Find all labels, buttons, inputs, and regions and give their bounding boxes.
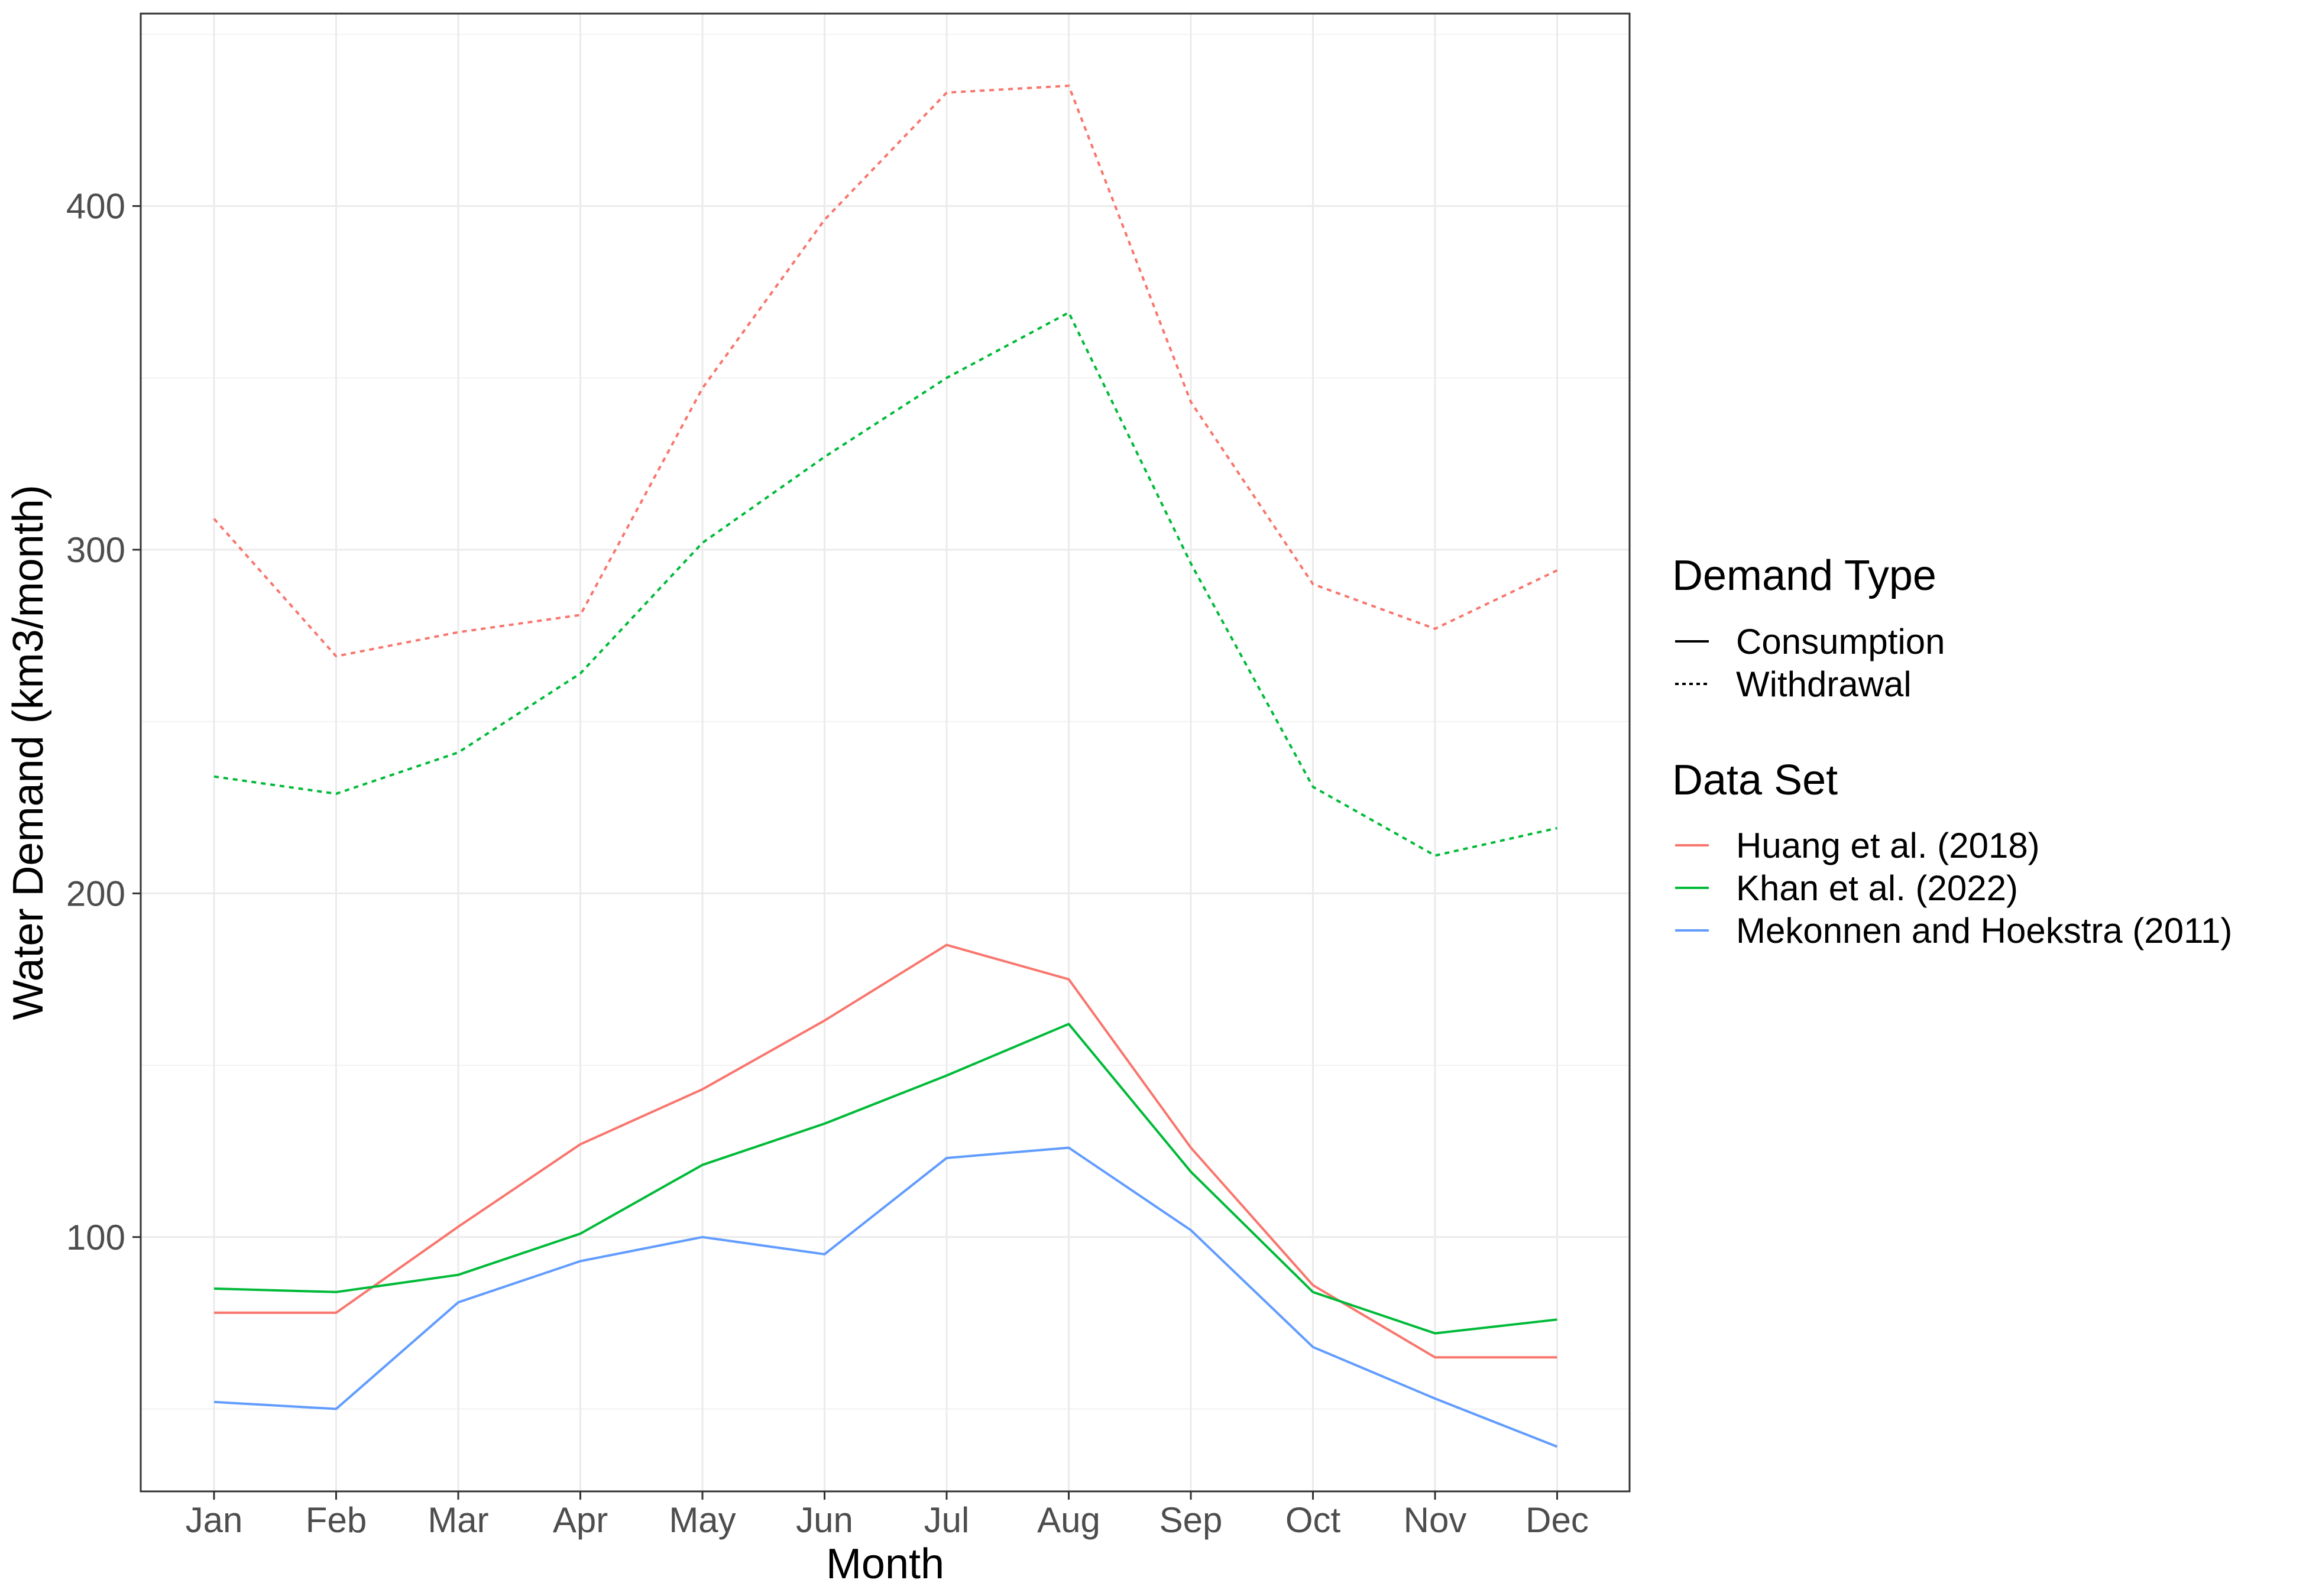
x-tick-label: Mar <box>427 1500 488 1540</box>
series-line-huang-consumption <box>214 943 1557 1359</box>
y-tick-label: 300 <box>66 530 125 570</box>
x-tick-label: Jun <box>796 1500 853 1540</box>
legend-label-withdrawal: Withdrawal <box>1736 664 1912 704</box>
x-tick-label: Nov <box>1404 1500 1467 1540</box>
x-axis-title: Month <box>826 1540 944 1588</box>
y-axis-title: Water Demand (km3/month) <box>5 485 52 1020</box>
x-tick-label: May <box>669 1500 736 1540</box>
x-tick-label: Aug <box>1037 1500 1100 1540</box>
y-tick-label: 200 <box>66 874 125 913</box>
x-tick-label: Jan <box>186 1500 243 1540</box>
y-axis: 100 200 300 400 <box>66 187 141 1257</box>
x-tick-label: Sep <box>1160 1500 1223 1540</box>
legend-label-huang: Huang et al. (2018) <box>1736 826 2040 865</box>
y-tick-label: 100 <box>66 1218 125 1257</box>
series-line-huang-withdrawal <box>213 85 1558 658</box>
series-line-khan-withdrawal <box>213 311 1557 857</box>
plot-panel-border <box>140 12 1631 1493</box>
legend-title-demand-type: Demand Type <box>1672 552 1936 599</box>
series-line-mekonnen-consumption <box>213 1146 1558 1448</box>
legend-label-consumption: Consumption <box>1736 622 1945 661</box>
x-tick-label: Jul <box>924 1500 970 1540</box>
gridlines <box>141 14 1630 1491</box>
legend-label-khan: Khan et al. (2022) <box>1736 868 2018 908</box>
legend-label-mekonnen: Mekonnen and Hoekstra (2011) <box>1736 911 2232 951</box>
legend: Demand Type Consumption Withdrawal Data … <box>1672 552 2232 951</box>
x-axis: Jan Feb Mar Apr May Jun Jul Aug Sep Oct Nov Dec <box>186 1491 1589 1540</box>
x-tick-label: Feb <box>306 1500 367 1540</box>
x-tick-label: Oct <box>1285 1500 1341 1540</box>
y-tick-label: 400 <box>66 187 125 226</box>
series-line-khan-consumption <box>213 1023 1557 1335</box>
legend-title-data-set: Data Set <box>1672 757 1838 804</box>
x-tick-label: Dec <box>1526 1500 1589 1540</box>
x-tick-label: Apr <box>553 1500 608 1540</box>
series-lines <box>213 85 1558 1448</box>
